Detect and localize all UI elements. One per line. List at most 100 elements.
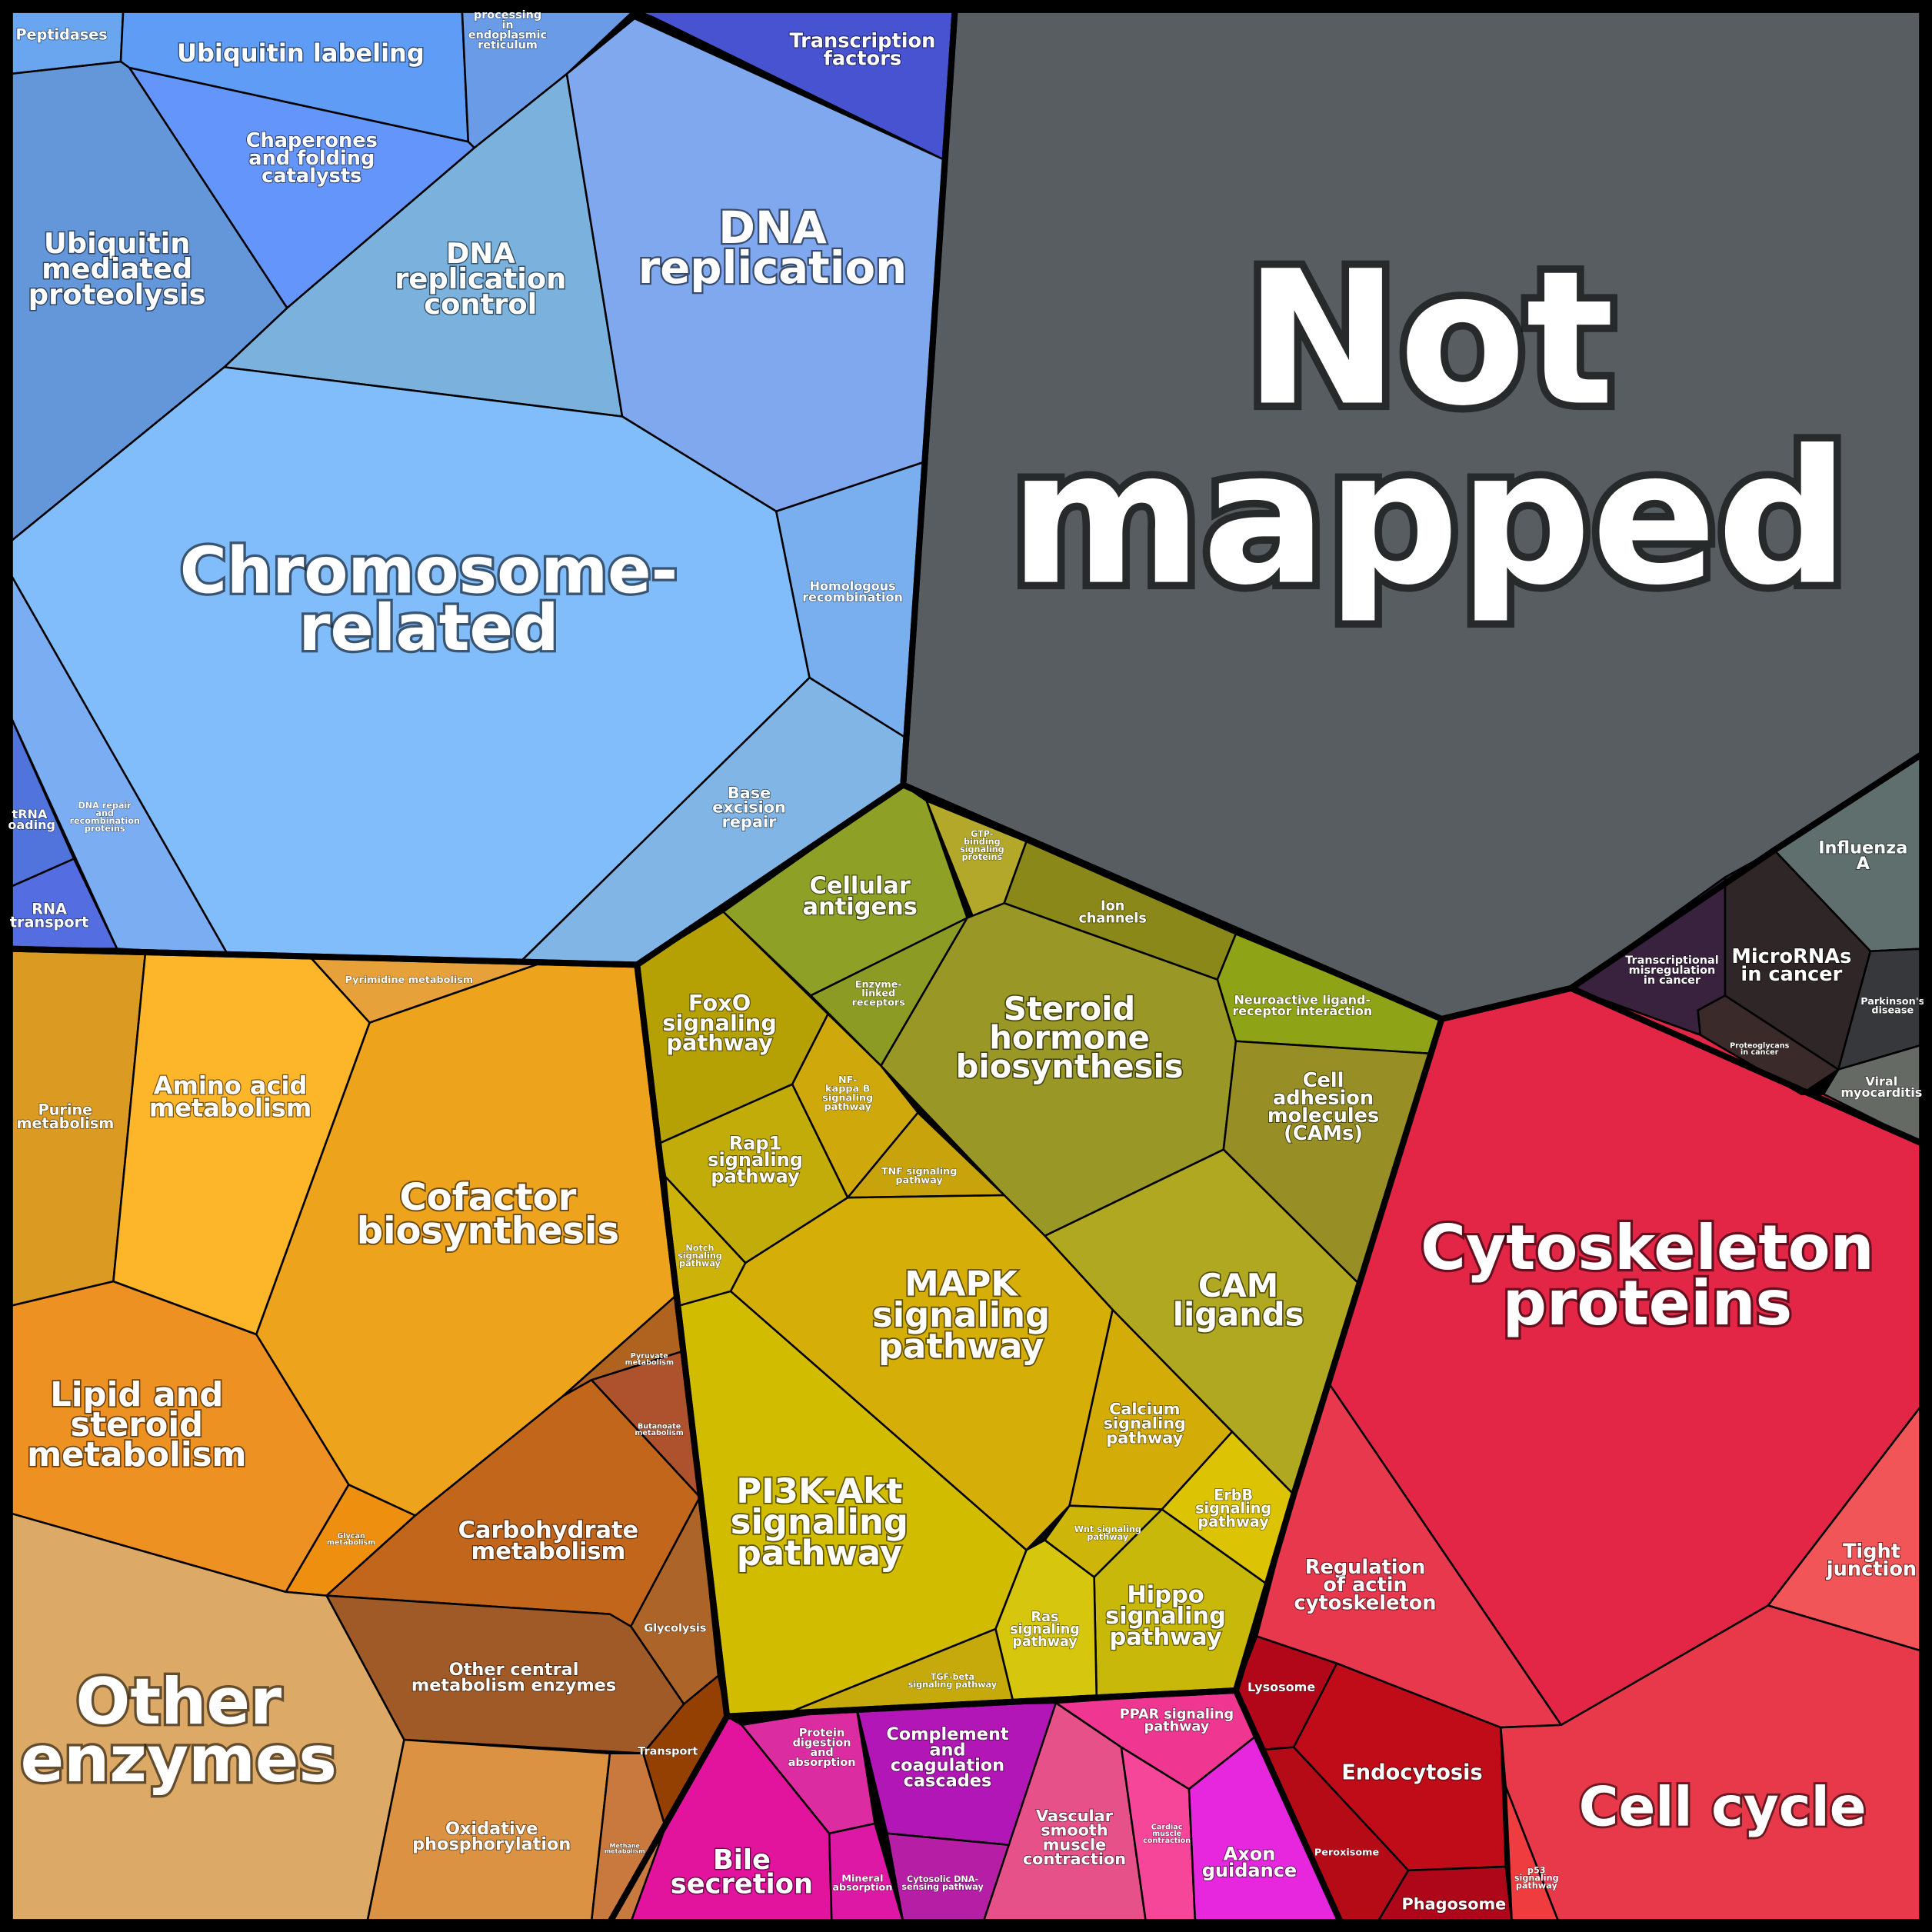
label-line: cytoskeleton <box>1294 1591 1437 1614</box>
label-line: proteins <box>85 824 125 834</box>
label-ion-channels: Ion channels <box>1078 899 1146 927</box>
label-line: Vascular <box>1036 1807 1114 1825</box>
label-peptidases: Peptidases <box>15 26 107 44</box>
label-line: Carbohydrate <box>458 1517 639 1544</box>
label-line: guidance <box>1202 1860 1297 1881</box>
label-line: of actin <box>1323 1574 1407 1597</box>
label-ubiquitin-mediated-proteolysis: Ubiquitin mediated proteolysis <box>28 227 206 311</box>
label-ppar-signaling: PPAR signaling pathway <box>1120 1707 1234 1735</box>
label-line: Rap1 <box>729 1132 782 1154</box>
label-line: reticulum <box>478 39 538 52</box>
label-transcriptional-misregulation: Transcriptional misregulation in cancer <box>1625 954 1718 987</box>
label-line: absorption <box>788 1757 856 1769</box>
label-line: replication <box>638 242 907 294</box>
label-line: Protein <box>799 1727 844 1739</box>
label-line: sensing pathway <box>901 1882 984 1892</box>
label-line: Lipid and <box>50 1376 223 1414</box>
label-bile-secretion: Bile secretion <box>671 1844 813 1900</box>
label-line: repair <box>722 812 777 831</box>
label-calcium-signaling: Calcium signaling pathway <box>1104 1400 1186 1447</box>
label-line: Cell <box>1303 1069 1344 1092</box>
label-line: and <box>810 1747 833 1759</box>
label-pyrimidine-metabolism: Pyrimidine metabolism <box>345 974 474 986</box>
label-erbb-signaling: ErbB signaling pathway <box>1195 1486 1271 1531</box>
label-line: processing <box>474 9 541 22</box>
label-line: phosphorylation <box>412 1834 571 1854</box>
label-line: steroid <box>71 1406 204 1444</box>
label-line: receptors <box>852 997 906 1008</box>
label-line: Lysosome <box>1247 1680 1315 1694</box>
label-line: Other central <box>449 1660 579 1680</box>
label-line: p53 <box>1527 1865 1546 1875</box>
label-line: Tight <box>1843 1541 1900 1564</box>
label-line: pathway <box>1106 1428 1183 1447</box>
label-complement-coagulation: Complement and coagulation cascades <box>886 1724 1009 1791</box>
label-proteoglycans-in-cancer: Proteoglycans in cancer <box>1730 1041 1790 1057</box>
label-notch-signaling: Notch signaling pathway <box>678 1243 722 1268</box>
label-line: metabolism <box>471 1538 626 1565</box>
label-line: in cancer <box>1740 1048 1779 1057</box>
labels-layer: Peptidases Ubiquitin labeling Protein proce… <box>3 0 1925 1914</box>
label-peroxisome: Peroxisome <box>1314 1847 1380 1858</box>
label-line: signaling <box>822 1092 873 1104</box>
label-line: receptor interaction <box>1232 1004 1372 1018</box>
label-enzyme-linked-receptors: Enzyme-linked receptors <box>852 979 906 1008</box>
label-line: signaling <box>960 844 1004 854</box>
label-line: pathway <box>666 1030 773 1056</box>
label-line: Ubiquitin labeling <box>177 38 425 68</box>
label-purine-metabolism: Purine metabolism <box>16 1101 114 1132</box>
label-neuroactive-ligand: Neuroactive ligand-receptor interaction <box>1232 993 1372 1018</box>
label-line: molecules <box>1267 1104 1379 1128</box>
label-line: Purine <box>38 1101 93 1119</box>
label-line: DNA repair <box>78 801 132 811</box>
label-line: antigens <box>803 894 918 921</box>
label-line: metabolism <box>605 1847 645 1854</box>
label-trna-loading: tRNA loading <box>4 807 55 832</box>
label-cellular-antigens: Cellular antigens <box>803 873 918 921</box>
label-line: contraction <box>1023 1850 1126 1868</box>
label-cytoskeleton-proteins: Cytoskeleton proteins <box>1421 1212 1874 1339</box>
label-line: proteolysis <box>28 278 206 311</box>
label-line: FoxO <box>688 990 751 1016</box>
label-line: Ras <box>1031 1610 1059 1625</box>
label-line: signaling <box>872 1294 1050 1335</box>
label-line: pathway <box>1516 1881 1557 1891</box>
label-line: proteins <box>961 852 1002 862</box>
label-line: contraction <box>1143 1837 1191 1845</box>
label-line: metabolism <box>625 1359 674 1367</box>
label-line: Proteoglycans <box>1730 1041 1790 1050</box>
label-line: tRNA <box>12 807 48 821</box>
label-cardiac-muscle-contraction: Cardiac muscle contraction <box>1143 1824 1191 1845</box>
label-line: Enzyme- <box>855 979 902 991</box>
cells-layer <box>8 8 1924 1924</box>
label-line: metabolism enzymes <box>411 1675 616 1695</box>
label-hippo-signaling: Hippo signaling pathway <box>1105 1582 1226 1651</box>
label-line: hormone <box>989 1018 1150 1056</box>
label-line: Complement <box>886 1724 1009 1744</box>
label-line: Homologous <box>810 578 896 593</box>
label-line: Mineral <box>841 1874 883 1885</box>
label-line: pathway <box>824 1101 871 1113</box>
label-line: Phagosome <box>1402 1894 1507 1913</box>
label-transport: Transport <box>638 1746 698 1758</box>
label-line: pathway <box>895 1175 943 1187</box>
label-line: Influenza <box>1818 838 1907 858</box>
label-line: ligands <box>1173 1295 1304 1333</box>
label-line: Transcriptional <box>1625 954 1718 967</box>
label-line: catalysts <box>261 165 361 188</box>
label-line: muscle <box>1043 1835 1106 1854</box>
label-line: in <box>501 19 513 32</box>
label-cell-cycle: Cell cycle <box>1579 1775 1867 1838</box>
label-line: transport <box>10 914 88 931</box>
label-line: in cancer <box>1644 974 1701 987</box>
label-line: pathway <box>1198 1513 1270 1531</box>
label-line: metabolism <box>27 1436 246 1474</box>
label-line: proteins <box>1503 1267 1793 1339</box>
label-line: metabolism <box>16 1114 114 1132</box>
label-line: biosynthesis <box>357 1209 619 1252</box>
label-line: Steroid <box>1004 990 1135 1028</box>
label-line: Ubiquitin <box>44 227 191 260</box>
label-protein-digestion-absorption: Protein digestion and absorption <box>788 1727 856 1769</box>
